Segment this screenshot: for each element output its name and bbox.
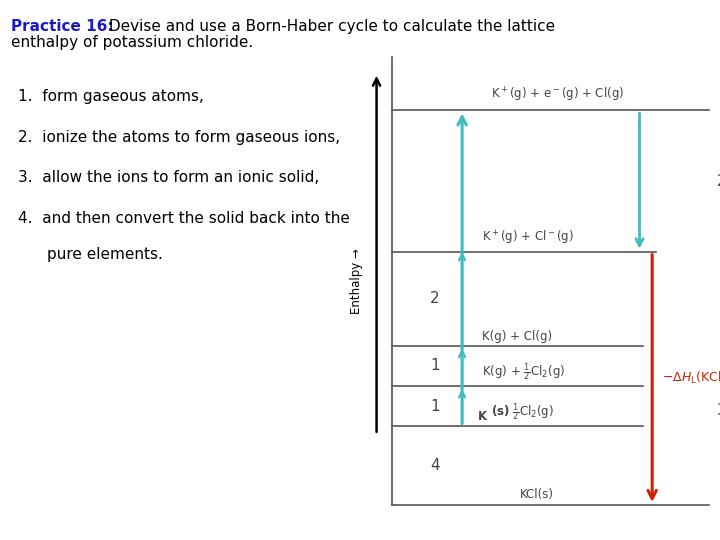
Text: Devise and use a Born-Haber cycle to calculate the lattice: Devise and use a Born-Haber cycle to cal… xyxy=(104,19,556,34)
Text: 1: 1 xyxy=(430,359,439,374)
Text: K$^+$(g) + Cl$^-$(g): K$^+$(g) + Cl$^-$(g) xyxy=(482,229,574,247)
Text: K(g) + Cl(g): K(g) + Cl(g) xyxy=(482,329,552,342)
Text: $-\Delta H_\mathregular{L}$(KCl): $-\Delta H_\mathregular{L}$(KCl) xyxy=(662,370,720,386)
Text: 2: 2 xyxy=(430,291,439,306)
Text: 2: 2 xyxy=(716,173,720,188)
Text: 4: 4 xyxy=(430,458,439,473)
Text: 2.  ionize the atoms to form gaseous ions,: 2. ionize the atoms to form gaseous ions… xyxy=(18,130,340,145)
Text: enthalpy of potassium chloride.: enthalpy of potassium chloride. xyxy=(11,35,253,50)
Text: 1.  form gaseous atoms,: 1. form gaseous atoms, xyxy=(18,89,204,104)
Text: K(g) + $\frac{1}{2}$Cl$_2$(g): K(g) + $\frac{1}{2}$Cl$_2$(g) xyxy=(482,361,565,383)
Text: 1: 1 xyxy=(430,399,439,414)
Text: 3: 3 xyxy=(716,403,720,418)
Text: $\mathbf{(s)}$ $\frac{1}{2}$Cl$_2$(g): $\mathbf{(s)}$ $\frac{1}{2}$Cl$_2$(g) xyxy=(490,402,554,423)
Text: K$^+$(g) + e$^-$(g) + Cl(g): K$^+$(g) + e$^-$(g) + Cl(g) xyxy=(492,86,624,104)
Text: 3.  allow the ions to form an ionic solid,: 3. allow the ions to form an ionic solid… xyxy=(18,170,319,185)
Text: KCl(s): KCl(s) xyxy=(520,488,554,501)
Text: pure elements.: pure elements. xyxy=(47,247,163,262)
Text: Enthalpy →: Enthalpy → xyxy=(350,248,363,314)
Text: Practice 16:: Practice 16: xyxy=(11,19,114,34)
Text: 4.  and then convert the solid back into the: 4. and then convert the solid back into … xyxy=(18,211,350,226)
Text: K: K xyxy=(478,410,487,423)
